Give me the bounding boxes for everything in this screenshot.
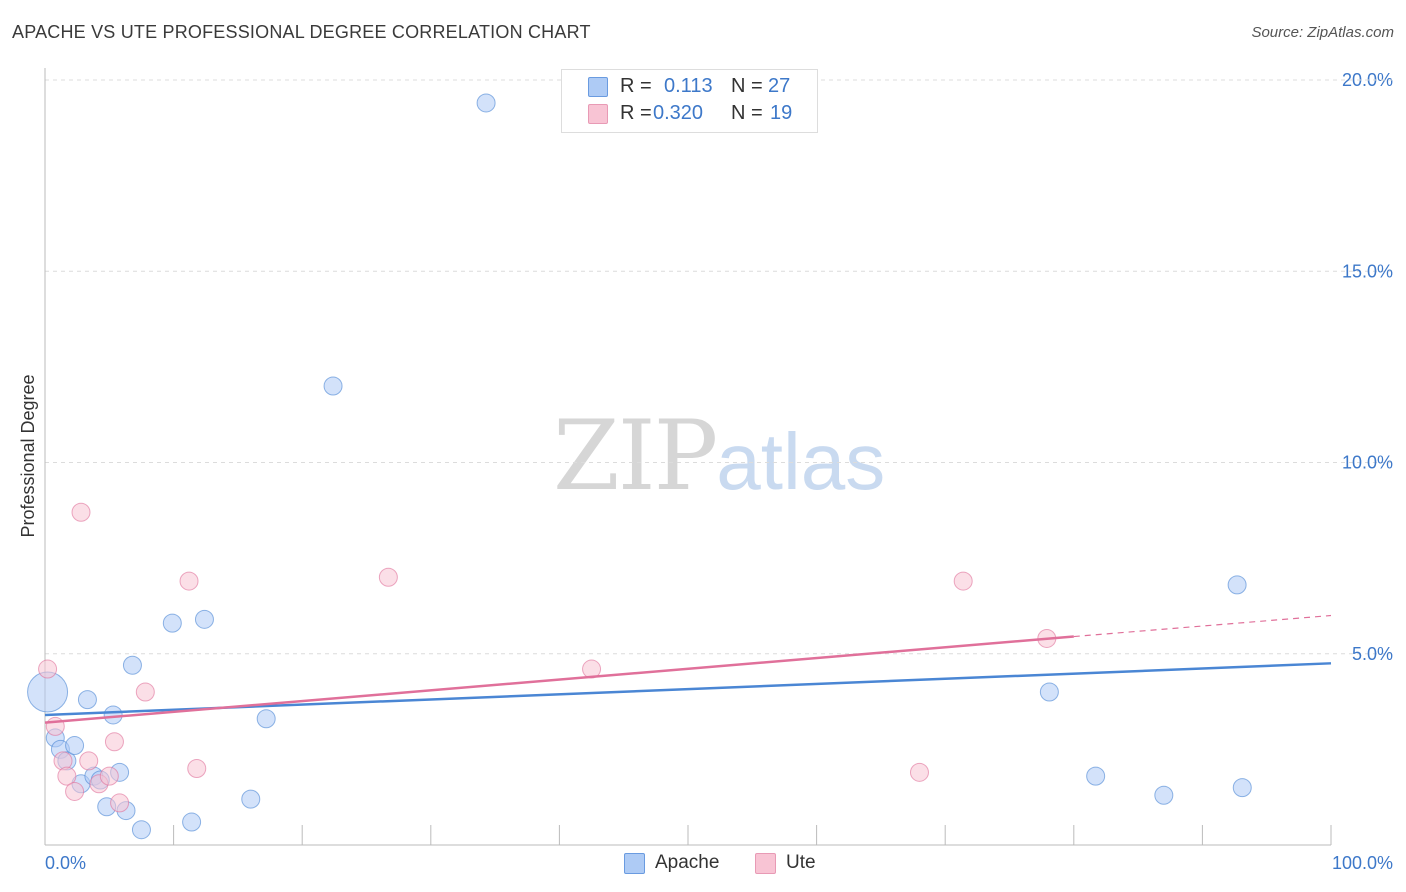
point-ute xyxy=(79,751,99,771)
point-apache xyxy=(476,93,496,113)
trendline-dashed-ute xyxy=(1073,614,1332,638)
point-apache xyxy=(194,609,214,629)
point-apache xyxy=(65,736,85,756)
legend-r-value: 0.320 xyxy=(653,102,704,124)
legend-swatch-ute xyxy=(588,104,608,124)
watermark-atlas: atlas xyxy=(716,417,886,506)
point-apache xyxy=(182,812,202,832)
y-tick-label: 5.0% xyxy=(1352,644,1393,664)
point-ute xyxy=(71,502,91,522)
y-tick-label: 10.0% xyxy=(1342,453,1393,473)
point-apache xyxy=(241,789,261,809)
point-apache xyxy=(1227,575,1247,595)
point-apache xyxy=(323,376,343,396)
x-tick-label: 0.0% xyxy=(45,853,86,873)
legend-r-label: R = xyxy=(620,102,652,124)
trendline-ute xyxy=(44,635,1074,724)
point-apache xyxy=(103,705,123,725)
source-label: Source: ZipAtlas.com xyxy=(1251,24,1394,41)
point-ute xyxy=(953,571,973,591)
point-ute xyxy=(38,659,58,679)
point-ute xyxy=(179,571,199,591)
legend-r-label: R = xyxy=(620,75,652,97)
watermark-zip: ZIP xyxy=(553,400,718,512)
point-ute xyxy=(104,732,124,752)
bottom-legend-label-apache: Apache xyxy=(655,852,720,873)
legend-n-value: 19 xyxy=(770,102,793,124)
trendline-apache xyxy=(44,662,1332,717)
point-ute xyxy=(909,762,929,782)
legend-n-label: N = xyxy=(731,75,763,97)
point-apache xyxy=(256,709,276,729)
point-ute xyxy=(57,766,77,786)
y-tick-label: 15.0% xyxy=(1342,261,1393,281)
point-ute xyxy=(99,766,119,786)
legend-swatch-apache xyxy=(588,77,608,97)
bottom-legend-swatch-ute xyxy=(755,853,776,874)
y-axis-label: Professional Degree xyxy=(18,374,38,537)
watermark: ZIPatlas xyxy=(553,400,885,512)
x-tick-label: 100.0% xyxy=(1332,853,1393,873)
point-apache xyxy=(1232,778,1252,798)
point-ute xyxy=(187,759,207,778)
point-ute xyxy=(110,793,130,813)
point-apache xyxy=(77,690,97,710)
chart-title: APACHE VS UTE PROFESSIONAL DEGREE CORREL… xyxy=(12,22,591,42)
point-apache xyxy=(1039,682,1059,702)
point-ute xyxy=(65,781,85,801)
legend-r-value: 0.113 xyxy=(664,75,713,97)
bottom-legend-label-ute: Ute xyxy=(786,852,816,873)
point-apache xyxy=(131,820,151,840)
correlation-legend: R = 0.113 N = 27 R = 0.320 N = 19 xyxy=(561,69,818,133)
point-ute xyxy=(135,682,155,702)
bottom-legend-swatch-apache xyxy=(624,853,645,874)
point-apache xyxy=(1086,766,1106,786)
point-apache xyxy=(162,613,182,633)
legend-n-value: 27 xyxy=(768,75,791,97)
point-ute xyxy=(378,567,398,587)
point-apache xyxy=(122,655,142,675)
point-apache xyxy=(1154,785,1174,805)
legend-n-label: N = xyxy=(731,102,763,124)
